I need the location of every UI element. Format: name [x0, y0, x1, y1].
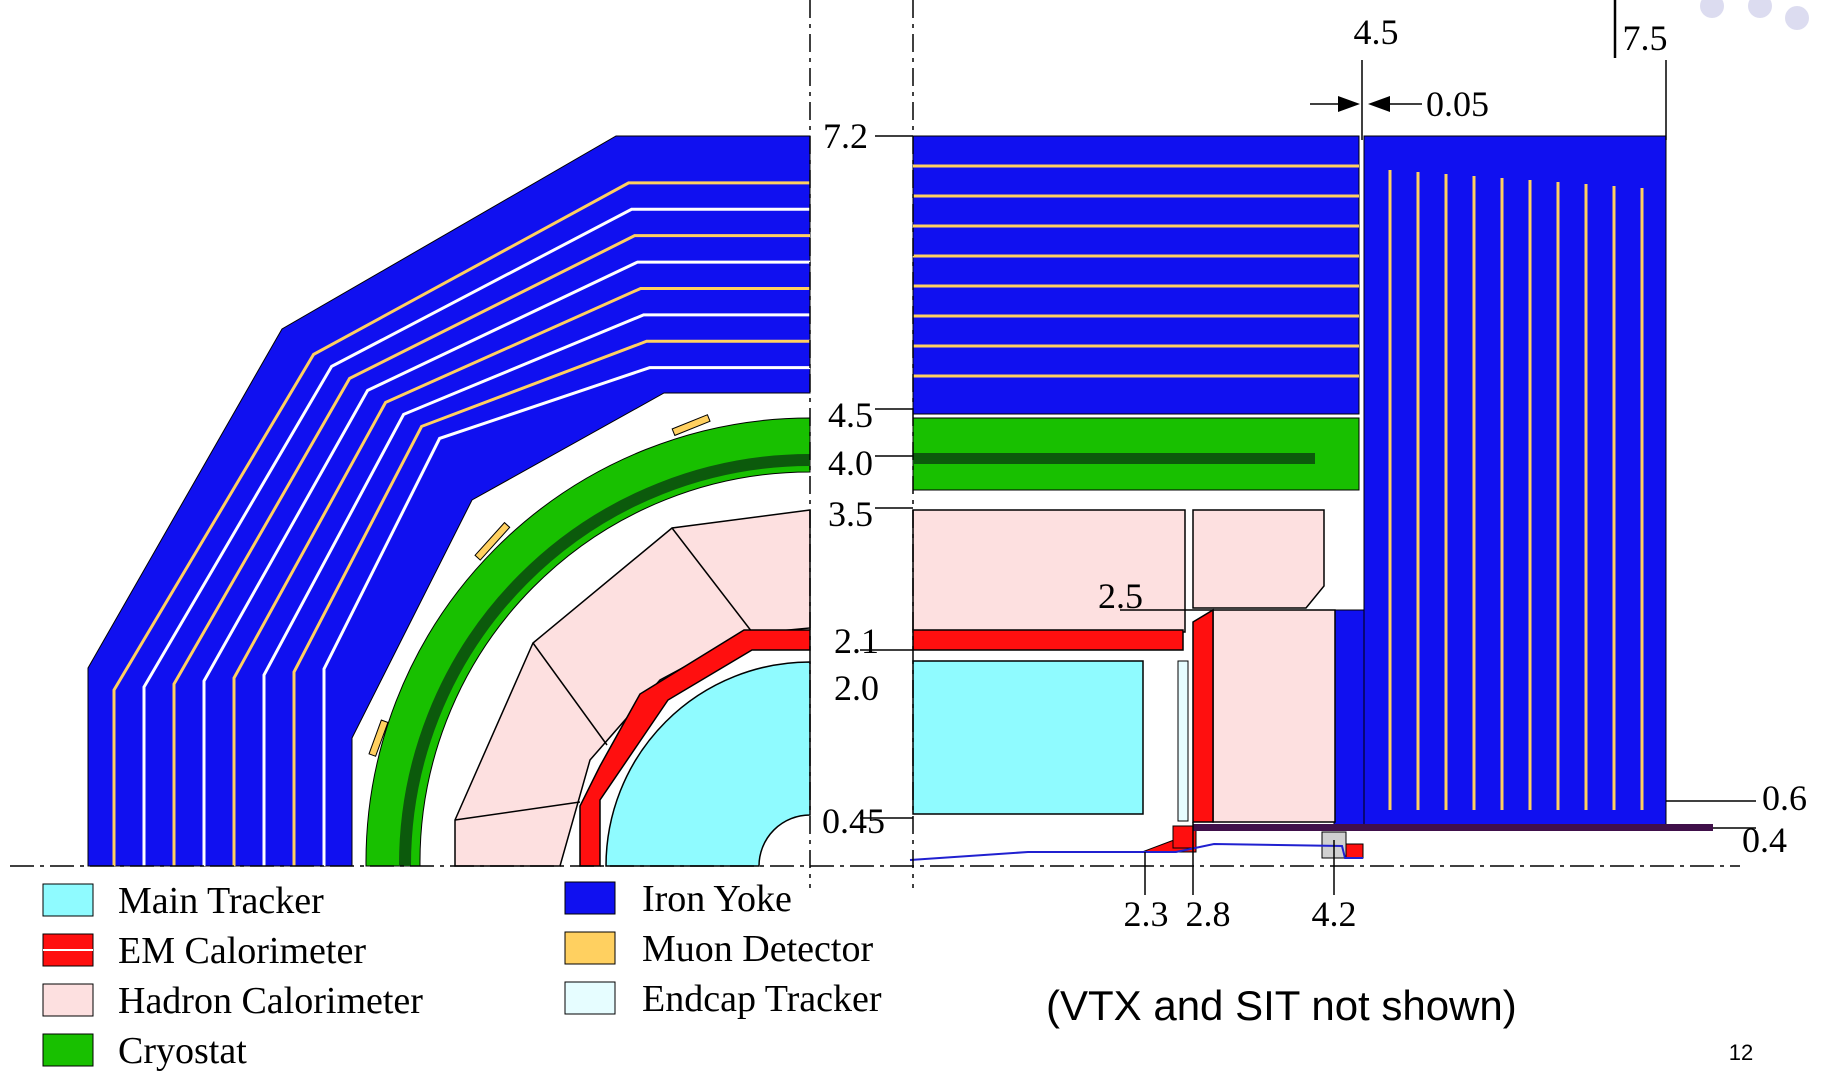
legend-swatch-endcap-tracker — [564, 981, 616, 1015]
main-tracker-left — [605, 661, 811, 867]
dim-label-4-0: 4.0 — [828, 443, 873, 483]
yoke-gap-line — [142, 207, 810, 866]
main-tracker-right — [912, 660, 1144, 815]
cryostat-right — [912, 417, 1360, 491]
legend: Main Tracker EM Calorimeter Hadron Calor… — [42, 878, 882, 1071]
axes — [10, 0, 1740, 888]
legend-item-muon-detector: Muon Detector — [564, 928, 873, 970]
yoke-gap-line — [292, 339, 810, 866]
legend-swatch-main-tracker — [42, 883, 94, 917]
forward-support-bar — [1193, 824, 1713, 831]
legend-label-em-calorimeter: EM Calorimeter — [118, 930, 366, 972]
dim-label-2-3: 2.3 — [1124, 894, 1169, 934]
dim-label-top-7-5: 7.5 — [1623, 18, 1668, 58]
dim-label-2-5: 2.5 — [1098, 576, 1143, 616]
yoke-gap-line — [262, 313, 810, 866]
yoke-gap-line — [172, 234, 810, 866]
dim-label-2-1: 2.1 — [834, 621, 879, 661]
legend-item-endcap-tracker: Endcap Tracker — [564, 978, 882, 1020]
legend-label-iron-yoke: Iron Yoke — [642, 878, 792, 920]
iron-yoke-endcap — [1333, 170, 1644, 827]
dim-label-3-5: 3.5 — [828, 494, 873, 534]
dim-label-7-2: 7.2 — [823, 116, 868, 156]
dim-label-2-8: 2.8 — [1186, 894, 1231, 934]
page-number: 12 — [1729, 1040, 1753, 1065]
dim-label-top-4-5: 4.5 — [1354, 12, 1399, 52]
dim-label-0-4: 0.4 — [1742, 820, 1787, 860]
legend-item-main-tracker: Main Tracker — [42, 880, 324, 922]
legend-swatch-iron-yoke — [564, 881, 616, 915]
dim-label-0-6: 0.6 — [1762, 778, 1807, 818]
yoke-gap-line — [232, 286, 810, 866]
corner-decoration — [1700, 0, 1809, 30]
legend-swatch-hadron-calorimeter — [42, 983, 94, 1017]
yoke-gap-line — [202, 260, 810, 866]
dimension-arrows — [1338, 96, 1390, 112]
dim-label-4-2: 4.2 — [1312, 894, 1357, 934]
dim-label-gap-0-05: 0.05 — [1426, 84, 1489, 124]
yoke-gap-line — [322, 366, 810, 866]
legend-label-muon-detector: Muon Detector — [642, 928, 873, 970]
legend-label-main-tracker: Main Tracker — [118, 880, 324, 922]
iron-yoke-barrel-right — [912, 135, 1667, 827]
legend-item-em-calorimeter: EM Calorimeter — [42, 930, 366, 972]
em-calorimeter-right — [912, 608, 1364, 859]
legend-label-endcap-tracker: Endcap Tracker — [642, 978, 882, 1020]
endcap-tracker — [1177, 660, 1189, 822]
dim-label-2-0: 2.0 — [834, 668, 879, 708]
legend-item-iron-yoke: Iron Yoke — [564, 878, 792, 920]
cross-section-view — [87, 135, 811, 867]
legend-swatch-muon-detector — [564, 931, 616, 965]
hadron-calorimeter-right — [912, 509, 1336, 823]
legend-label-hadron-calorimeter: Hadron Calorimeter — [118, 980, 423, 1022]
beam-pipe — [909, 842, 1363, 861]
legend-swatch-cryostat — [42, 1033, 94, 1067]
legend-item-hadron-calorimeter: Hadron Calorimeter — [42, 980, 423, 1022]
iron-yoke-barrel-left — [87, 135, 811, 867]
dim-label-0-45: 0.45 — [822, 801, 885, 841]
yoke-gap-line — [112, 181, 810, 866]
side-view — [909, 135, 1713, 861]
muon-detector-strips — [368, 414, 711, 757]
legend-item-cryostat: Cryostat — [42, 1030, 247, 1071]
dim-label-4-5: 4.5 — [828, 395, 873, 435]
legend-label-cryostat: Cryostat — [118, 1030, 247, 1071]
note-text: (VTX and SIT not shown) — [1046, 982, 1517, 1029]
